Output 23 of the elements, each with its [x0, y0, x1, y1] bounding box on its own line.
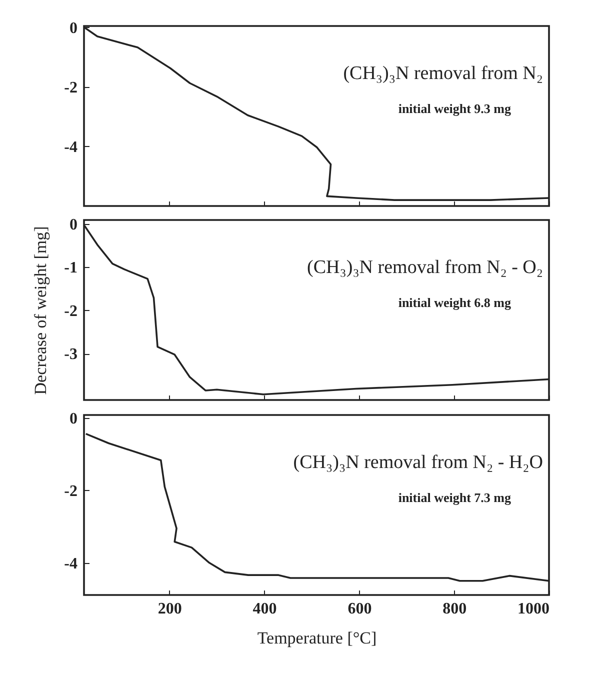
y-tick-label: -2 — [64, 482, 78, 500]
x-tick-label: 600 — [348, 600, 372, 618]
y-tick-label: -2 — [64, 79, 78, 96]
annotation: (CH₃)₃N removal from N₂ - O₂ — [307, 256, 543, 278]
annotation: (CH₃)₃N removal from N₂ — [343, 62, 543, 84]
x-tick-label: 400 — [252, 600, 277, 618]
annotation: initial weight 7.3 mg — [398, 490, 512, 505]
annotation: (CH₃)₃N removal from N₂ - H₂O — [293, 452, 543, 473]
annotation: initial weight 6.8 mg — [398, 294, 512, 310]
x-tick-label: 200 — [158, 600, 182, 618]
y-tick-label: 0 — [70, 410, 78, 428]
y-tick-label: -2 — [64, 302, 78, 320]
y-tick-label: 0 — [70, 20, 78, 37]
annotation: initial weight 9.3 mg — [398, 100, 512, 116]
x-tick-label: 1000 — [518, 600, 550, 618]
x-tick-label: 800 — [442, 600, 467, 618]
y-axis-title: Decrease of weight [mg] — [31, 226, 50, 395]
y-tick-label: -4 — [64, 555, 78, 572]
x-axis-title: Temperature [°C] — [257, 628, 377, 648]
y-tick-label: -1 — [64, 260, 78, 277]
y-tick-label: -3 — [64, 346, 78, 364]
y-tick-label: -4 — [64, 138, 78, 156]
y-tick-label: 0 — [70, 216, 78, 234]
